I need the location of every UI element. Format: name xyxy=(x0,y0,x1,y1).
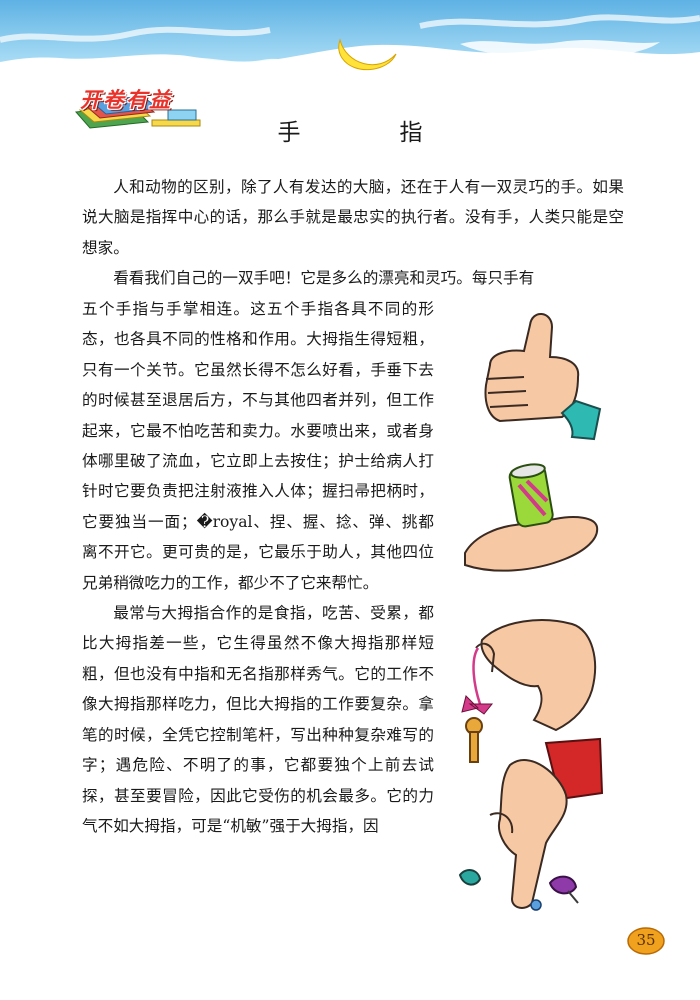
paragraph: 人和动物的区别，除了人有发达的大脑，还在于人有一双灵巧的手。如果说大脑是指挥中心… xyxy=(82,178,624,257)
thumbs-up-icon xyxy=(484,313,602,441)
intro-text: 人和动物的区别，除了人有发达的大脑，还在于人有一双灵巧的手。如果说大脑是指挥中心… xyxy=(82,172,624,294)
moon-icon xyxy=(338,38,397,71)
paragraph: 最常与大拇指合作的是食指，吃苦、受累，都比大拇指差一些，它生得虽然不像大拇指那样… xyxy=(82,604,434,835)
section-badge-label: 开卷有益 xyxy=(80,88,172,112)
paragraph: 看看我们自己的一双手吧！它是多么的漂亮和灵巧。每只手有 xyxy=(113,269,535,288)
page-number-label: 35 xyxy=(636,931,656,949)
fingers-with-pushpins-icon xyxy=(458,737,604,911)
page-number-circle xyxy=(627,927,665,955)
can-on-palm-icon xyxy=(464,463,599,572)
page-number: 35 xyxy=(626,926,666,956)
fingers-with-key-icon xyxy=(461,619,596,763)
sky-banner xyxy=(0,0,700,100)
body-text: 五个手指与手掌相连。这五个手指各具不同的形态，也各具不同的性格和作用。大拇指生得… xyxy=(82,294,434,841)
paragraph: 五个手指与手掌相连。这五个手指各具不同的形态，也各具不同的性格和作用。大拇指生得… xyxy=(82,300,434,592)
page-title: 手 指 xyxy=(277,120,461,146)
books-icon xyxy=(74,95,201,129)
